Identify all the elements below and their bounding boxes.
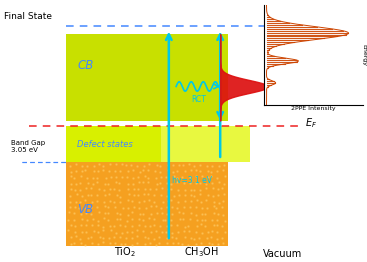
Text: CH$_3$OH: CH$_3$OH [184,245,219,259]
Text: $E_F$: $E_F$ [305,116,317,130]
Text: Band Gap
3.05 eV: Band Gap 3.05 eV [11,140,45,153]
Text: VB: VB [77,203,93,216]
Text: Vacuum: Vacuum [263,249,302,259]
Bar [66,34,228,121]
Bar [66,162,228,246]
Y-axis label: Energy: Energy [361,44,366,66]
Text: hv=3.1 eV: hv=3.1 eV [172,176,212,184]
X-axis label: 2PPE Intensity: 2PPE Intensity [291,106,336,111]
Text: RCT: RCT [191,95,206,104]
Text: Final State: Final State [4,12,52,21]
Text: TiO$_2$: TiO$_2$ [114,245,136,259]
Text: CB: CB [77,59,93,72]
Text: Defect states: Defect states [77,140,133,149]
Bar [66,126,228,162]
Bar [161,126,250,162]
